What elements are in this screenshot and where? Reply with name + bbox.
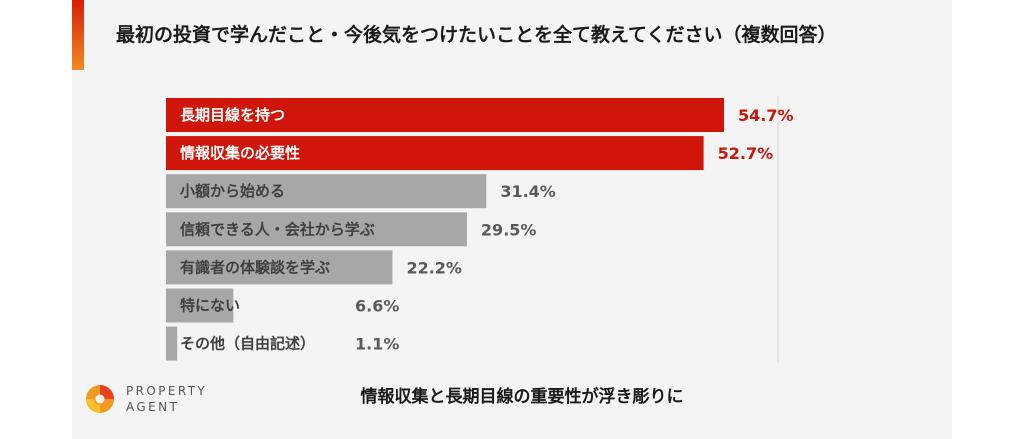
property-agent-logo-icon xyxy=(86,385,114,413)
bar-4 xyxy=(166,250,393,285)
bar-value-label-3: 29.5% xyxy=(481,220,537,239)
bar-value-label-6: 1.1% xyxy=(355,335,399,354)
bar-value-label-0: 54.7% xyxy=(738,106,794,125)
logo-line-1: PROPERTY xyxy=(126,384,208,398)
bar-category-label-5: 特にない xyxy=(180,297,240,315)
logo-line-2: AGENT xyxy=(126,400,180,414)
bar-5 xyxy=(166,288,234,323)
bar-category-label-1: 情報収集の必要性 xyxy=(180,144,300,162)
bar-1 xyxy=(166,136,704,171)
chart-title: 最初の投資で学んだこと・今後気をつけたいことを全て教えてください（複数回答） xyxy=(116,24,837,46)
logo-text: PROPERTY AGENT xyxy=(126,383,207,415)
bar-value-label-4: 22.2% xyxy=(406,258,462,277)
bar-category-label-2: 小額から始める xyxy=(180,182,285,200)
bar-6 xyxy=(166,326,178,361)
bar-category-label-6: その他（自由記述） xyxy=(180,335,315,353)
bar-category-label-4: 有識者の体験談を学ぶ xyxy=(180,258,330,276)
bar-2 xyxy=(166,174,487,209)
bar-3 xyxy=(166,212,467,247)
bar-value-label-1: 52.7% xyxy=(718,144,774,163)
bar-value-label-5: 6.6% xyxy=(355,297,399,316)
bar-value-label-2: 31.4% xyxy=(500,182,556,201)
bar-category-label-3: 信頼できる人・会社から学ぶ xyxy=(180,220,375,238)
bar-0 xyxy=(166,98,724,132)
footer-caption: 情報収集と長期目線の重要性が浮き彫りに xyxy=(360,387,684,407)
title-accent-bar xyxy=(72,0,84,70)
bar-category-label-0: 長期目線を持つ xyxy=(180,106,285,124)
